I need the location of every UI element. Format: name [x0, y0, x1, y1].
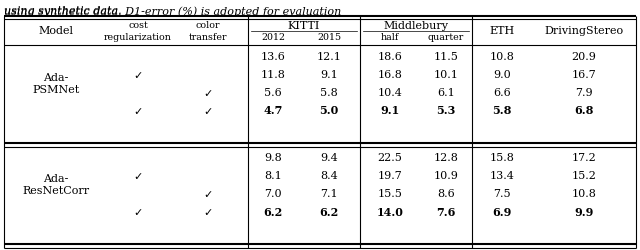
Text: 6.8: 6.8 [574, 106, 594, 117]
Text: 9.9: 9.9 [574, 206, 594, 218]
Text: using synthetic data. D1-error (%) is adopted for evaluation: using synthetic data. D1-error (%) is ad… [4, 6, 341, 16]
Text: 7.0: 7.0 [264, 189, 282, 199]
Text: quarter: quarter [428, 32, 464, 42]
Text: 11.8: 11.8 [260, 70, 285, 80]
Text: 19.7: 19.7 [378, 171, 403, 181]
Text: 14.0: 14.0 [376, 206, 403, 218]
Text: 5.3: 5.3 [436, 106, 456, 117]
Text: 10.1: 10.1 [433, 70, 458, 80]
Text: 5.6: 5.6 [264, 88, 282, 98]
Text: using synthetic data.: using synthetic data. [4, 6, 125, 16]
Text: 7.6: 7.6 [436, 206, 456, 218]
Text: 2012: 2012 [261, 32, 285, 42]
Text: 7.9: 7.9 [575, 88, 593, 98]
Text: 9.1: 9.1 [320, 70, 338, 80]
Text: Ada-: Ada- [44, 73, 68, 83]
Text: 7.1: 7.1 [320, 189, 338, 199]
Text: Model: Model [38, 26, 74, 36]
Text: 5.8: 5.8 [492, 106, 512, 117]
Text: color: color [196, 21, 220, 30]
Text: 10.8: 10.8 [490, 52, 515, 62]
Text: 9.8: 9.8 [264, 153, 282, 163]
Text: 17.2: 17.2 [572, 153, 596, 163]
Text: 8.4: 8.4 [320, 171, 338, 181]
Text: 15.5: 15.5 [378, 189, 403, 199]
Text: transfer: transfer [189, 32, 227, 42]
Text: 12.8: 12.8 [433, 153, 458, 163]
Text: 15.8: 15.8 [490, 153, 515, 163]
Text: 5.8: 5.8 [320, 88, 338, 98]
Text: 15.2: 15.2 [572, 171, 596, 181]
Text: 4.7: 4.7 [263, 106, 283, 117]
Text: 7.5: 7.5 [493, 189, 511, 199]
Text: 13.4: 13.4 [490, 171, 515, 181]
Text: 18.6: 18.6 [378, 52, 403, 62]
Text: $\checkmark$: $\checkmark$ [204, 88, 212, 98]
Text: 9.4: 9.4 [320, 153, 338, 163]
Text: 9.0: 9.0 [493, 70, 511, 80]
Text: Middlebury: Middlebury [383, 21, 449, 31]
Text: 8.6: 8.6 [437, 189, 455, 199]
Text: DrivingStereo: DrivingStereo [545, 26, 623, 36]
Text: 9.1: 9.1 [380, 106, 399, 117]
Text: 10.4: 10.4 [378, 88, 403, 98]
Text: $\checkmark$: $\checkmark$ [133, 70, 143, 80]
Text: 8.1: 8.1 [264, 171, 282, 181]
Text: regularization: regularization [104, 32, 172, 42]
Text: $\checkmark$: $\checkmark$ [204, 106, 212, 116]
Text: 13.6: 13.6 [260, 52, 285, 62]
Text: $\checkmark$: $\checkmark$ [204, 207, 212, 217]
Text: 12.1: 12.1 [317, 52, 341, 62]
Text: cost: cost [128, 21, 148, 30]
Text: 20.9: 20.9 [572, 52, 596, 62]
Text: 6.2: 6.2 [319, 206, 339, 218]
Text: ResNetCorr: ResNetCorr [22, 186, 90, 196]
Text: PSMNet: PSMNet [33, 85, 79, 95]
Text: 5.0: 5.0 [319, 106, 339, 117]
Text: KITTI: KITTI [288, 21, 320, 31]
Text: 10.8: 10.8 [572, 189, 596, 199]
Text: 16.7: 16.7 [572, 70, 596, 80]
Text: ETH: ETH [490, 26, 515, 36]
Text: using synthetic data. Ô1-error (%) is adopted for evaluation: using synthetic data. Ô1-error (%) is ad… [4, 6, 342, 18]
Text: half: half [381, 32, 399, 42]
Text: 10.9: 10.9 [433, 171, 458, 181]
Text: 2015: 2015 [317, 32, 341, 42]
Text: 6.2: 6.2 [264, 206, 283, 218]
Text: 6.6: 6.6 [493, 88, 511, 98]
Text: 22.5: 22.5 [378, 153, 403, 163]
Text: $\checkmark$: $\checkmark$ [133, 106, 143, 116]
Text: 16.8: 16.8 [378, 70, 403, 80]
Text: $\checkmark$: $\checkmark$ [133, 207, 143, 217]
Text: 6.1: 6.1 [437, 88, 455, 98]
Text: $\checkmark$: $\checkmark$ [133, 171, 143, 181]
Text: Ada-: Ada- [44, 174, 68, 184]
Text: 11.5: 11.5 [433, 52, 458, 62]
Text: 6.9: 6.9 [492, 206, 512, 218]
Text: $\checkmark$: $\checkmark$ [204, 189, 212, 199]
